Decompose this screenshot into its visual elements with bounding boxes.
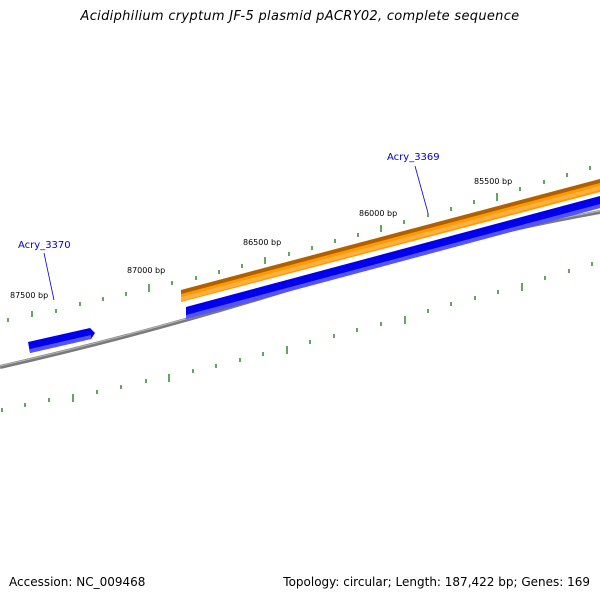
gene-acry-3369[interactable] xyxy=(186,196,600,319)
leader-acry-3369 xyxy=(414,165,429,214)
accession-label: Accession: NC_009468 xyxy=(9,575,146,589)
gene-acry-3370[interactable] xyxy=(28,328,95,353)
summary-label: Topology: circular; Length: 187,422 bp; … xyxy=(283,575,590,589)
leader-acry-3370 xyxy=(43,252,55,301)
backbone-circle xyxy=(0,210,600,369)
backbone-highlight xyxy=(0,210,600,367)
gene-label-acry-3370[interactable]: Acry_3370 xyxy=(18,240,71,251)
scale-label: 87500 bp xyxy=(10,291,48,300)
map-title: Acidiphilium cryptum JF-5 plasmid pACRY0… xyxy=(80,9,520,24)
orange-feature[interactable] xyxy=(181,179,600,302)
gene-label-acry-3369[interactable]: Acry_3369 xyxy=(387,152,440,163)
inner-ticks xyxy=(1,262,593,412)
scale-label: 86500 bp xyxy=(243,238,281,247)
outer-ticks xyxy=(7,166,591,322)
scale-label: 86000 bp xyxy=(359,209,397,218)
scale-label: 87000 bp xyxy=(127,266,165,275)
scale-label: 85500 bp xyxy=(474,177,512,186)
